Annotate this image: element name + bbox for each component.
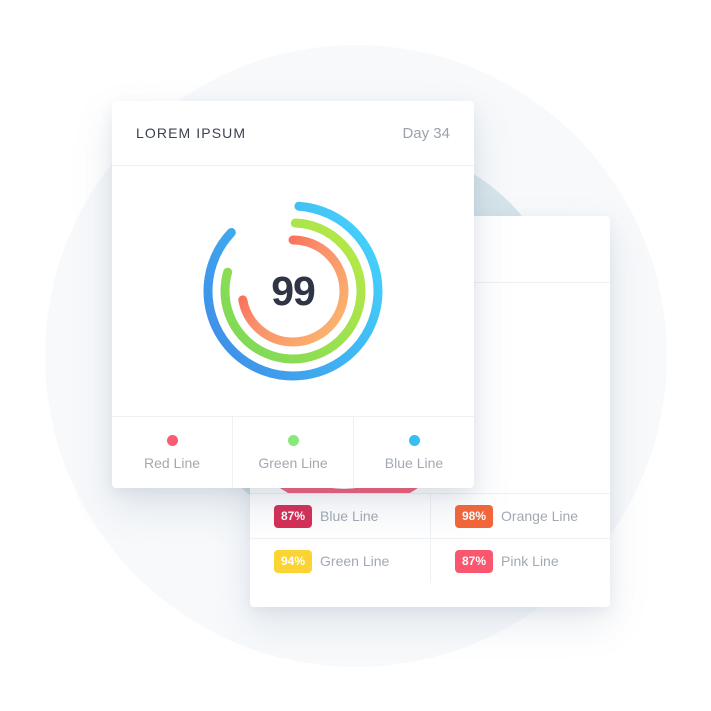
status-badge: 87% [274, 504, 313, 528]
page-title: LOREM IPSUM [136, 125, 247, 141]
legend-label: Blue Line [384, 455, 444, 471]
primary-gauge-card[interactable]: LOREM IPSUM Day 34 [112, 101, 474, 488]
stats-row: 87% Blue Line 98% Orange Line [250, 494, 610, 538]
primary-card-header: LOREM IPSUM Day 34 [112, 101, 474, 166]
status-badge: 94% [274, 549, 313, 573]
gauge-area: 99 [112, 166, 474, 416]
gauge-ring-blue [203, 201, 383, 381]
legend: Red Line Green Line Blue Line [112, 416, 474, 488]
gauge-svg [203, 201, 383, 381]
legend-item-blue-line[interactable]: Blue Line [353, 417, 474, 488]
stat-label: Green Line [320, 553, 390, 569]
legend-dot-icon [408, 435, 420, 446]
multi-ring-gauge: 99 [198, 196, 388, 386]
gauge-center-value: 99 [271, 267, 316, 314]
stat-label: Blue Line [320, 508, 379, 524]
day-counter-label: Day 34 [402, 124, 450, 142]
stats-grid: 87% Blue Line 98% Orange Line 94% Green … [250, 493, 610, 583]
gauge-ring-orange [237, 235, 349, 347]
legend-dot-icon [166, 435, 178, 446]
legend-label: Red Line [143, 455, 201, 471]
stats-row: 94% Green Line 87% Pink Line [250, 538, 610, 583]
legend-label: Green Line [258, 455, 328, 471]
stat-label: Pink Line [501, 553, 559, 569]
stat-item-pink-line[interactable]: 87% Pink Line [430, 539, 610, 583]
stat-item-blue-line[interactable]: 87% Blue Line [250, 494, 430, 538]
status-badge: 87% [455, 549, 494, 573]
gauge-ring-green [220, 218, 366, 364]
status-badge: 98% [455, 504, 494, 528]
legend-item-green-line[interactable]: Green Line [232, 417, 353, 488]
stat-item-orange-line[interactable]: 98% Orange Line [430, 494, 610, 538]
legend-item-red-line[interactable]: Red Line [112, 417, 232, 488]
legend-dot-icon [287, 435, 299, 446]
stat-label: Orange Line [501, 508, 579, 524]
stat-item-green-line[interactable]: 94% Green Line [250, 539, 430, 583]
